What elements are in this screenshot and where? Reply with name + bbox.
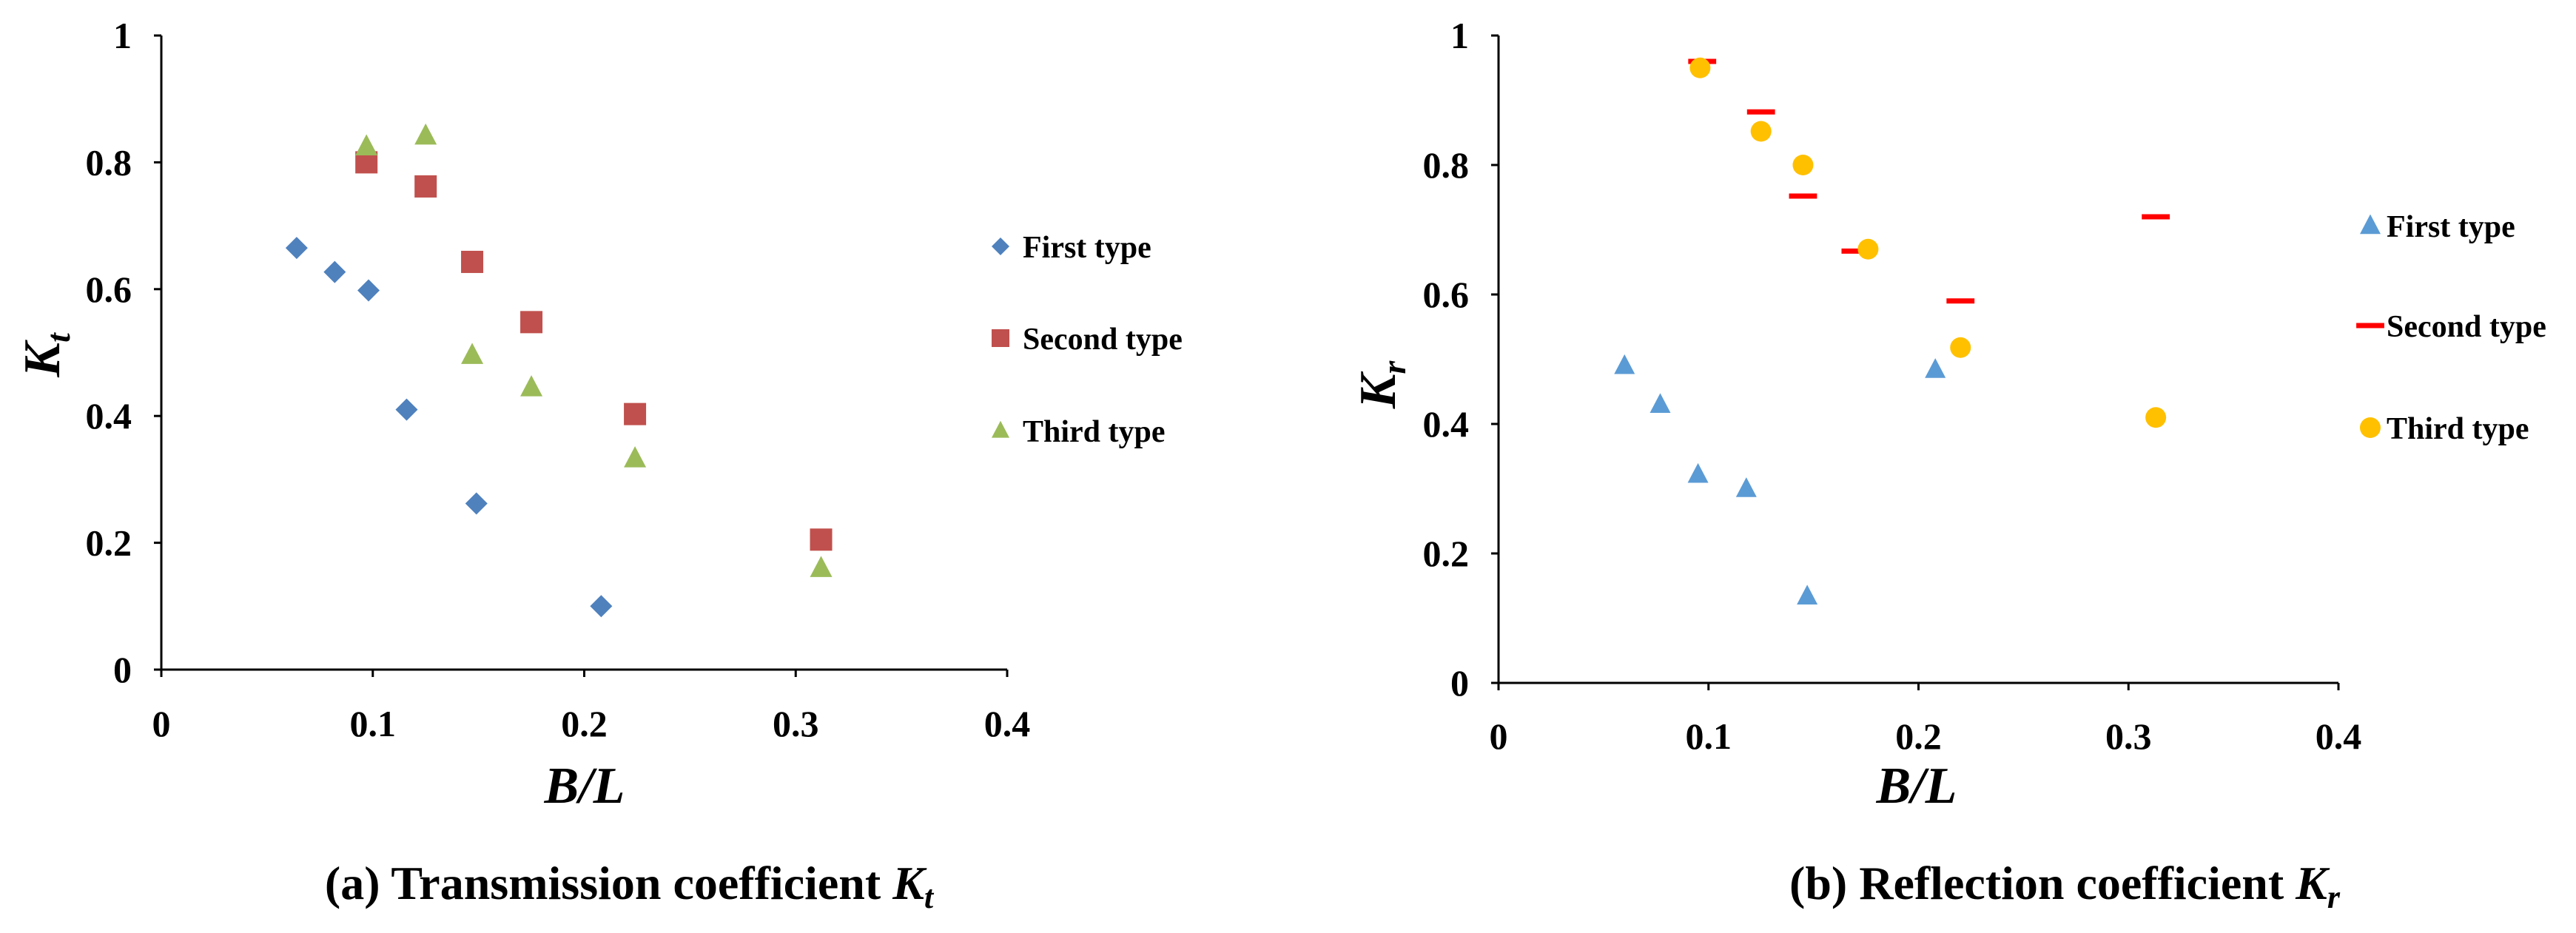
panel-a-legend-third-type-marker [992, 420, 1009, 438]
panel-a-first-type-point [323, 260, 346, 283]
panel-b-y-tick-label: 0 [1450, 662, 1469, 704]
panel-b-reflection: 0 0.2 0.4 0.6 0.8 1 0 0.1 0.2 0.3 0.4 First type S… [1350, 15, 2546, 915]
panel-b-third-type-point [1792, 155, 1814, 175]
panel-b-third-type-point [1857, 238, 1879, 260]
panel-a-x-tick-label: 0.3 [773, 703, 819, 744]
panel-b-second-type-point [1841, 248, 1870, 254]
panel-b-data-points [1614, 57, 2170, 604]
panel-b-legend: First type Second type Third type [2356, 210, 2546, 446]
panel-a-series-first-type [285, 237, 613, 618]
panel-a-legend-first-type-marker [992, 238, 1009, 255]
panel-a-first-type-point [285, 237, 308, 260]
panel-a-first-type-point [590, 595, 613, 618]
panel-b-x-ticks: 0 0.1 0.2 0.3 0.4 [1490, 683, 2362, 757]
panel-a-legend-second-type-label: Second type [1023, 323, 1183, 357]
panel-a-first-type-point [465, 492, 488, 515]
panel-a-y-tick-label: 0.4 [86, 395, 132, 437]
panel-a-y-axis-label: Kt [14, 332, 77, 378]
panel-b-y-tick-label: 0.4 [1423, 403, 1470, 445]
panel-a-x-tick-label: 0.1 [350, 703, 397, 744]
panel-a-legend-third-type-label: Third type [1023, 415, 1166, 449]
panel-a-y-tick-label: 0.2 [86, 522, 132, 564]
panel-a-second-type-point [414, 175, 437, 198]
panel-a-first-type-point [395, 398, 418, 421]
panel-a-y-tick-label: 1 [113, 15, 132, 56]
panel-b-y-tick-label: 1 [1450, 15, 1469, 56]
panel-b-series-third-type [1689, 57, 2167, 428]
panel-a-y-ticks: 0 0.2 0.4 0.6 0.8 1 [86, 15, 161, 690]
panel-b-legend-third-type-label: Third type [2387, 412, 2529, 446]
panel-b-second-type-point [2142, 214, 2170, 220]
panel-b-y-axis-label: Kr [1350, 360, 1413, 410]
panel-a-third-type-point [461, 343, 484, 364]
panel-b-y-ticks: 0 0.2 0.4 0.6 0.8 1 [1423, 15, 1499, 704]
panel-a-series-third-type [355, 123, 833, 577]
panel-a-second-type-point [624, 402, 647, 425]
panel-b-second-type-point [1789, 193, 1817, 199]
panel-a-third-type-point [520, 375, 543, 397]
panel-a-caption: (a) Transmission coefficient Kt [325, 857, 935, 915]
panel-b-x-tick-label: 0.4 [2316, 715, 2362, 757]
panel-a-transmission: 0 0.2 0.4 0.6 0.8 1 0 0.1 0.2 0.3 0.4 First type S… [14, 15, 1183, 915]
panel-a-data-points [285, 123, 833, 618]
panel-a-x-tick-label: 0 [152, 703, 171, 744]
panel-b-x-tick-label: 0.1 [1686, 715, 1732, 757]
panel-a-third-type-point [810, 556, 833, 577]
panel-a-x-tick-label: 0.4 [984, 703, 1031, 744]
panel-a-legend: First type Second type Third type [992, 231, 1183, 449]
panel-a-third-type-point [414, 123, 437, 145]
panel-b-x-tick-label: 0.3 [2105, 715, 2152, 757]
panel-b-first-type-point [1735, 477, 1757, 497]
panel-b-legend-second-type-label: Second type [2387, 310, 2546, 344]
panel-b-series-second-type [1688, 58, 2170, 304]
panel-b-first-type-point [1797, 585, 1818, 604]
panel-a-y-tick-label: 0.6 [86, 269, 132, 310]
panel-a-x-tick-label: 0.2 [561, 703, 608, 744]
panel-b-caption: (b) Reflection coefficient Kr [1789, 857, 2341, 915]
panel-a-legend-first-type-label: First type [1023, 231, 1151, 265]
panel-b-third-type-point [2145, 407, 2167, 428]
panel-b-second-type-point [1946, 298, 1975, 304]
panel-b-x-tick-label: 0.2 [1895, 715, 1942, 757]
panel-a-third-type-point [355, 134, 378, 155]
panel-b-legend-second-type-marker [2356, 323, 2384, 329]
panel-b-third-type-point [1750, 121, 1772, 142]
panel-b-legend-first-type-label: First type [2387, 210, 2515, 244]
panel-b-first-type-point [1614, 354, 1635, 374]
panel-a-y-tick-label: 0.8 [86, 141, 132, 183]
panel-a-y-tick-label: 0 [113, 649, 132, 690]
panel-a-series-second-type [355, 151, 833, 551]
panel-b-third-type-point [1689, 57, 1711, 78]
panel-a-first-type-point [357, 279, 380, 302]
panel-b-first-type-point [1687, 462, 1709, 483]
panel-a-x-ticks: 0 0.1 0.2 0.3 0.4 [152, 670, 1031, 744]
panel-b-x-tick-label: 0 [1490, 715, 1508, 757]
panel-a-second-type-point [520, 311, 543, 334]
panel-a-legend-second-type-marker [992, 329, 1009, 347]
panel-b-first-type-point [1925, 358, 1946, 378]
panel-a-x-axis-label: B/L [544, 758, 625, 815]
panel-b-y-tick-label: 0.6 [1423, 274, 1470, 315]
panel-b-legend-third-type-marker [2360, 417, 2381, 438]
panel-b-legend-first-type-marker [2360, 214, 2381, 235]
panel-b-series-first-type [1614, 354, 1946, 604]
panel-a-second-type-point [810, 528, 833, 551]
panel-b-x-axis-label: B/L [1876, 758, 1957, 815]
panel-b-third-type-point [1950, 337, 1971, 358]
panel-b-y-tick-label: 0.2 [1423, 533, 1470, 574]
panel-a-second-type-point [461, 250, 484, 273]
panel-b-second-type-point [1746, 109, 1775, 115]
panel-b-first-type-point [1649, 393, 1671, 413]
panel-b-y-tick-label: 0.8 [1423, 144, 1470, 186]
panel-a-third-type-point [624, 446, 647, 468]
